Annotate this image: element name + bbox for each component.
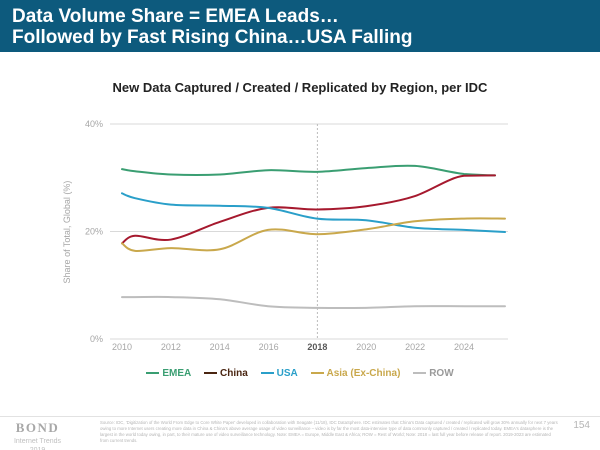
svg-text:2018: 2018: [307, 342, 327, 352]
svg-text:0%: 0%: [90, 334, 103, 344]
svg-text:2020: 2020: [356, 342, 376, 352]
svg-text:Share of Total, Global (%): Share of Total, Global (%): [62, 181, 72, 284]
svg-text:40%: 40%: [85, 119, 103, 129]
svg-text:2024: 2024: [454, 342, 474, 352]
svg-text:2022: 2022: [405, 342, 425, 352]
svg-text:20%: 20%: [85, 227, 103, 237]
svg-text:2010: 2010: [112, 342, 132, 352]
svg-text:2012: 2012: [161, 342, 181, 352]
svg-text:2016: 2016: [259, 342, 279, 352]
svg-text:2014: 2014: [210, 342, 230, 352]
